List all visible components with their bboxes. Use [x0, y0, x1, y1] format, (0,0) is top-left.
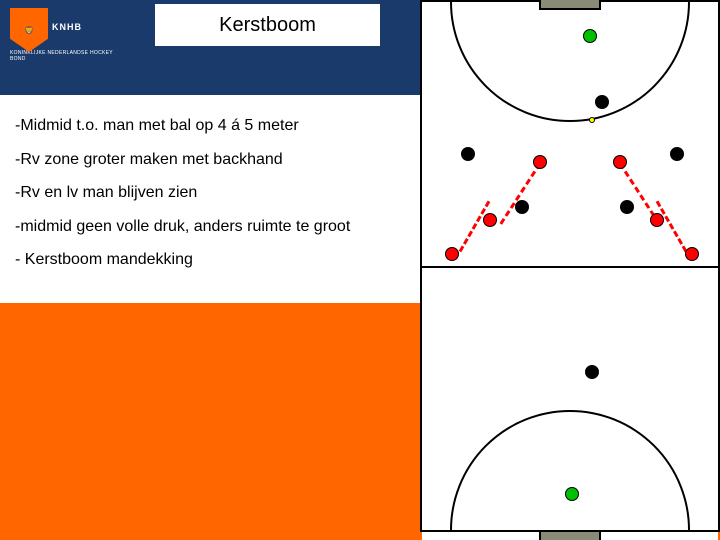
player-dot — [461, 147, 475, 161]
player-dot — [620, 200, 634, 214]
markers-layer — [422, 2, 718, 530]
logo-subtext: KONINKLIJKE NEDERLANDSE HOCKEY BOND — [10, 50, 120, 62]
player-dot — [533, 155, 547, 169]
slide-root: 🦁 KNHB KONINKLIJKE NEDERLANDSE HOCKEY BO… — [0, 0, 720, 540]
movement-arrow — [459, 201, 491, 253]
header-bar: 🦁 KNHB KONINKLIJKE NEDERLANDSE HOCKEY BO… — [0, 0, 420, 95]
slide-title: Kerstboom — [219, 14, 316, 37]
bullet-item: -Rv en lv man blijven zien — [15, 182, 405, 204]
player-dot — [445, 247, 459, 261]
title-box: Kerstboom — [155, 4, 380, 46]
bullet-item: -Rv zone groter maken met backhand — [15, 149, 405, 171]
field-diagram — [420, 0, 720, 540]
shield-icon: 🦁 — [10, 8, 48, 52]
player-dot — [565, 487, 579, 501]
knhb-logo: 🦁 KNHB KONINKLIJKE NEDERLANDSE HOCKEY BO… — [10, 8, 120, 68]
movement-arrow — [500, 163, 542, 225]
player-dot — [650, 213, 664, 227]
goal-bottom — [539, 530, 601, 540]
bullet-item: -midmid geen volle druk, anders ruimte t… — [15, 216, 405, 238]
player-dot — [595, 95, 609, 109]
pitch — [420, 0, 720, 532]
player-dot — [483, 213, 497, 227]
bullet-list: -Midmid t.o. man met bal op 4 á 5 meter … — [0, 95, 420, 303]
goal-top — [539, 0, 601, 10]
player-dot — [685, 247, 699, 261]
player-dot — [585, 365, 599, 379]
player-dot — [589, 117, 595, 123]
bullet-item: - Kerstboom mandekking — [15, 249, 405, 271]
bullet-item: -Midmid t.o. man met bal op 4 á 5 meter — [15, 115, 405, 137]
player-dot — [515, 200, 529, 214]
player-dot — [613, 155, 627, 169]
movement-arrow — [656, 201, 688, 253]
player-dot — [670, 147, 684, 161]
logo-text: KNHB — [52, 22, 82, 32]
player-dot — [583, 29, 597, 43]
